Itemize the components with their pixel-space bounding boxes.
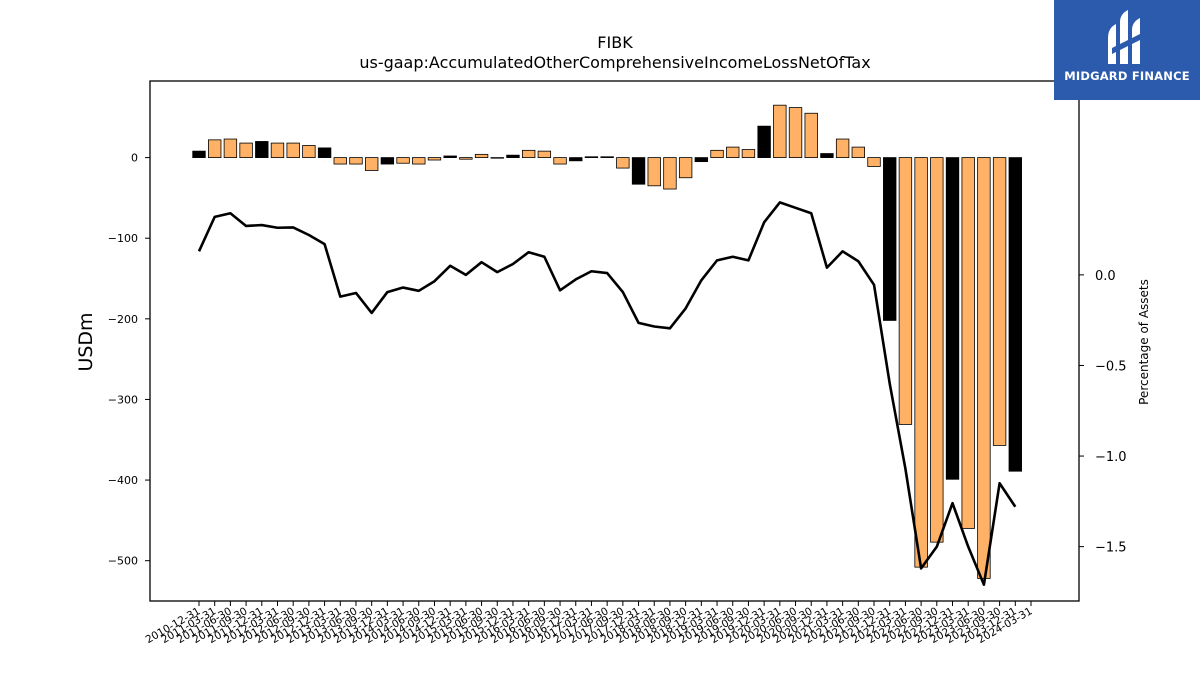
bar-2022-03-31	[898, 157, 913, 425]
y-tick-label: −200	[108, 313, 138, 326]
bar-2011-06-30	[223, 138, 238, 158]
y-tick-label: −100	[108, 232, 138, 245]
chart-subtitle: us-gaap:AccumulatedOtherComprehensiveInc…	[359, 53, 870, 72]
bar-2012-06-30	[286, 142, 300, 158]
plot-frame	[149, 80, 1080, 602]
percentage-of-assets-line	[197, 201, 1017, 586]
bar-2018-09-30	[678, 157, 693, 179]
bar-2022-06-30	[914, 157, 928, 568]
bar-2012-12-31	[317, 147, 332, 158]
y2-tick-label: −1.0	[1095, 450, 1127, 465]
x-axis: 2010-12-312011-03-312011-06-302011-09-30…	[144, 601, 1035, 646]
bar-2014-12-31	[443, 155, 457, 158]
bar-2013-06-30	[349, 157, 363, 165]
bar-2020-03-31	[773, 104, 787, 158]
bar-2023-09-30	[992, 157, 1007, 446]
bar-2011-12-31	[255, 141, 269, 158]
bar-2016-09-30	[553, 157, 567, 165]
y-tick-label: −300	[108, 393, 138, 406]
bar-2018-03-31	[647, 157, 661, 187]
bar-2010-12-31	[192, 150, 206, 158]
bar-2014-03-31	[396, 157, 410, 164]
y-tick-label: 0	[131, 152, 138, 165]
bar-2015-06-30	[474, 153, 489, 158]
bar-2023-06-30	[977, 157, 991, 579]
bar-2012-09-30	[302, 145, 316, 158]
bar-2016-06-30	[537, 150, 552, 158]
y2-tick-label: −1.5	[1095, 541, 1127, 556]
bar-2017-03-31	[584, 156, 599, 158]
y2-tick-label: −0.5	[1095, 359, 1127, 374]
bar-2016-12-31	[569, 157, 583, 162]
bar-2021-06-30	[851, 146, 865, 158]
bar-2020-09-30	[804, 112, 818, 158]
bar-2017-09-30	[616, 157, 630, 169]
bar-2015-09-30	[490, 157, 504, 159]
right-y-axis: 0.0 −0.5 −1.0 −1.5	[1079, 269, 1127, 556]
chart-title: FIBK	[597, 33, 633, 52]
bar-2013-09-30	[364, 157, 379, 171]
bar-2011-03-31	[208, 139, 222, 158]
y2-axis-label: Percentage of Assets	[1137, 279, 1151, 405]
bar-2022-12-31	[945, 157, 960, 480]
bar-2022-09-30	[930, 157, 944, 543]
bar-2015-03-31	[459, 157, 473, 160]
bar-2015-12-31	[506, 154, 520, 158]
bar-2023-12-31	[1008, 157, 1022, 472]
bar-2023-03-31	[961, 157, 975, 529]
bar-2020-12-31	[820, 153, 834, 158]
bar-2016-03-31	[521, 149, 536, 158]
bar-2014-09-30	[427, 157, 442, 161]
bar-2011-09-30	[239, 142, 253, 158]
bar-2017-12-31	[631, 157, 646, 185]
midgard-logo-icon	[1108, 10, 1144, 64]
bar-2021-03-31	[835, 138, 850, 158]
bar-2019-03-31	[710, 149, 724, 158]
brand-logo: MIDGARD FINANCE	[1054, 0, 1200, 100]
bar-2021-09-30	[867, 157, 881, 167]
brand-name: MIDGARD FINANCE	[1064, 69, 1190, 83]
bar-2018-06-30	[663, 157, 677, 190]
bar-2019-12-31	[757, 125, 771, 158]
bar-2014-06-30	[412, 157, 426, 165]
bar-2021-12-31	[883, 157, 897, 321]
bar-2012-03-31	[270, 142, 285, 158]
bar-2017-06-30	[600, 156, 614, 158]
bar-2018-12-31	[694, 157, 709, 163]
bar-2019-09-30	[741, 149, 756, 158]
left-y-axis: 0 −100 −200 −300 −400 −500	[108, 152, 150, 568]
bar-2013-12-31	[380, 157, 395, 165]
y2-tick-label: 0.0	[1095, 269, 1116, 284]
bar-series	[192, 104, 1022, 579]
y-tick-label: −500	[108, 555, 138, 568]
bar-2019-06-30	[726, 146, 740, 158]
y-tick-label: −400	[108, 474, 138, 487]
bar-2013-03-31	[333, 157, 347, 165]
y-axis-label: USDm	[75, 312, 97, 371]
bar-2020-06-30	[788, 107, 803, 158]
